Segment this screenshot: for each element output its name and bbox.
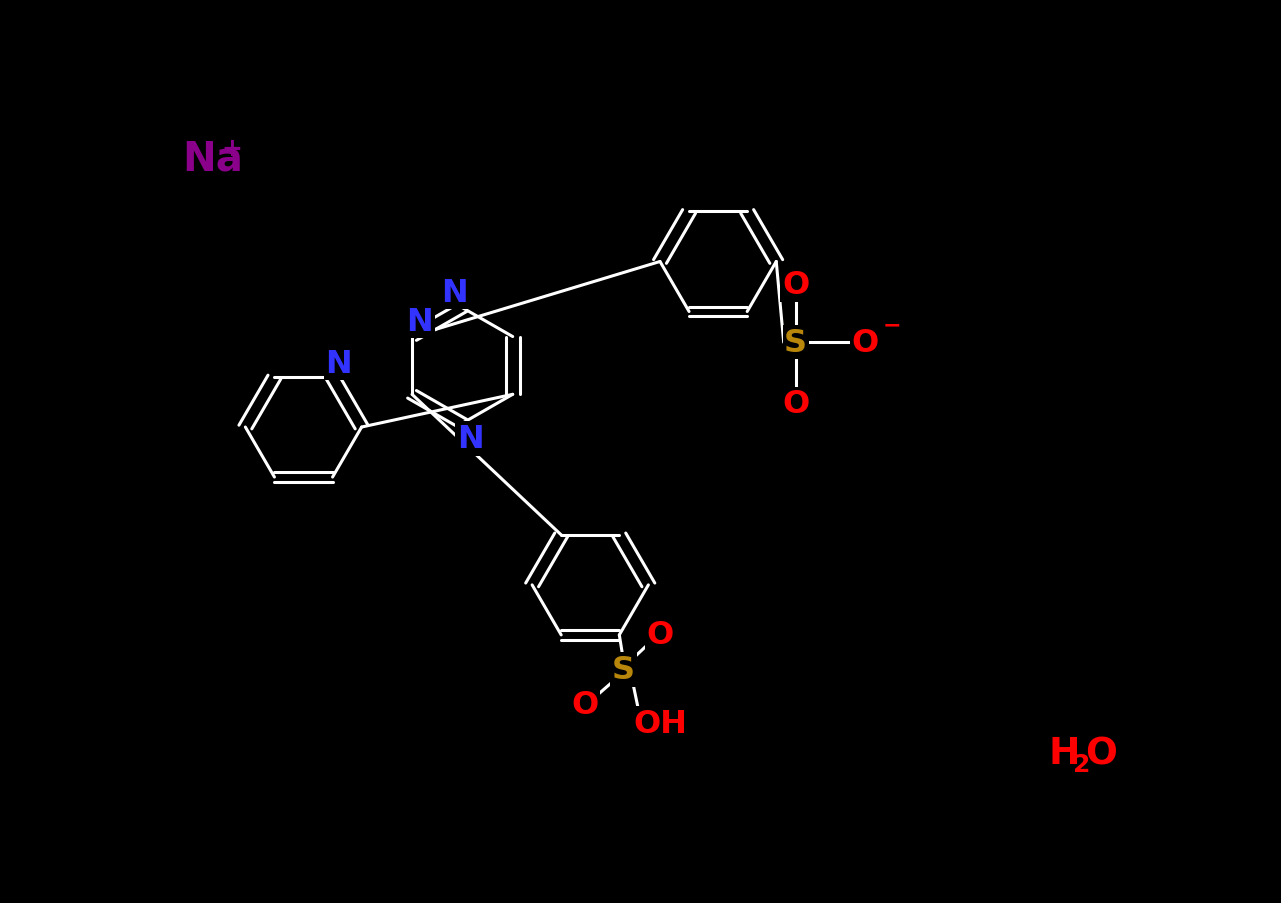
- Text: S: S: [784, 328, 807, 358]
- Text: N: N: [406, 306, 433, 338]
- Text: O: O: [852, 328, 879, 358]
- Text: N: N: [441, 277, 468, 309]
- Text: 2: 2: [1073, 752, 1091, 776]
- Text: Na: Na: [182, 140, 243, 180]
- Text: −: −: [883, 315, 902, 336]
- Text: +: +: [222, 137, 242, 161]
- Text: OH: OH: [633, 708, 687, 740]
- Text: O: O: [781, 389, 810, 420]
- Text: N: N: [457, 424, 484, 454]
- Text: H: H: [1049, 736, 1080, 771]
- Text: S: S: [612, 655, 635, 685]
- Text: O: O: [571, 689, 598, 720]
- Text: N: N: [325, 349, 352, 379]
- Text: O: O: [781, 270, 810, 301]
- Text: O: O: [647, 619, 674, 651]
- Text: O: O: [1085, 736, 1117, 771]
